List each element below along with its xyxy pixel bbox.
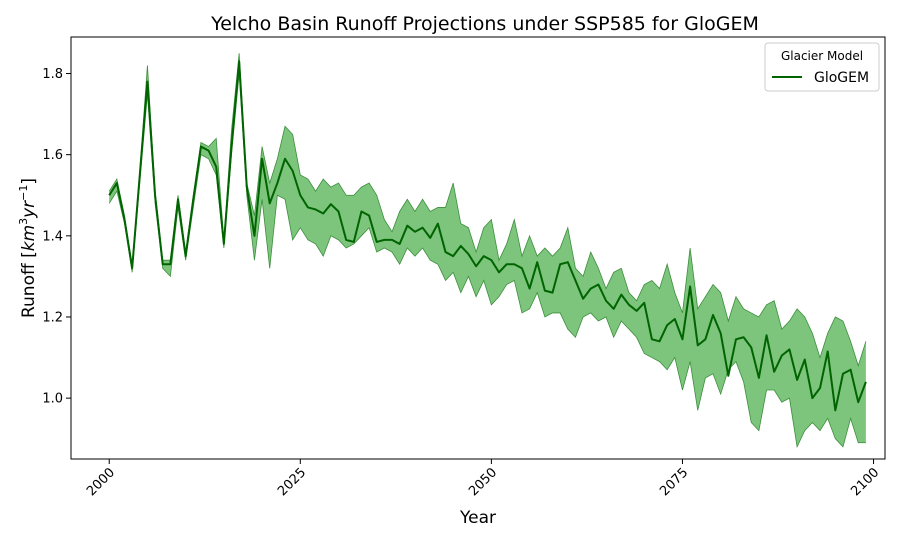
chart-title: Yelcho Basin Runoff Projections under SS…: [210, 13, 759, 35]
y-axis-label: Runoff [km3yr−1]: [17, 178, 39, 318]
y-axis-label-km: km: [19, 225, 39, 251]
y-tick-label: 1.4: [42, 229, 63, 244]
plot-area: [108, 53, 867, 449]
x-tick-label: 2100: [848, 465, 882, 499]
y-tick-label: 1.0: [42, 392, 63, 407]
x-axis-label: Year: [459, 508, 496, 528]
y-axis: 1.0 1.2 1.4 1.6 1.8: [42, 67, 71, 407]
legend-title: Glacier Model: [781, 49, 863, 63]
y-axis-label-expm1: −1: [17, 185, 30, 201]
y-axis-label-main: Runoff [: [19, 251, 39, 318]
y-axis-label-yr: yr: [19, 200, 39, 219]
y-axis-label-exp3: 3: [17, 218, 30, 225]
y-axis-label-close: ]: [19, 178, 39, 185]
y-tick-label: 1.2: [42, 310, 63, 325]
band-upper-edge: [108, 53, 867, 368]
uncertainty-band: [109, 53, 866, 447]
legend: Glacier Model GloGEM: [764, 42, 880, 92]
x-tick-label: 2050: [466, 465, 500, 499]
legend-box: [764, 42, 880, 92]
y-tick-label: 1.8: [42, 67, 63, 82]
series-line-glogem: [108, 60, 867, 412]
x-axis: 2000 2025 2050 2075 2100: [84, 459, 882, 499]
x-tick-label: 2075: [657, 465, 691, 499]
x-tick-label: 2025: [275, 465, 309, 499]
plot-frame: [70, 36, 886, 460]
legend-entry-glogem: GloGEM: [814, 70, 869, 86]
x-tick-label: 2000: [84, 465, 118, 499]
y-tick-label: 1.6: [42, 148, 63, 163]
